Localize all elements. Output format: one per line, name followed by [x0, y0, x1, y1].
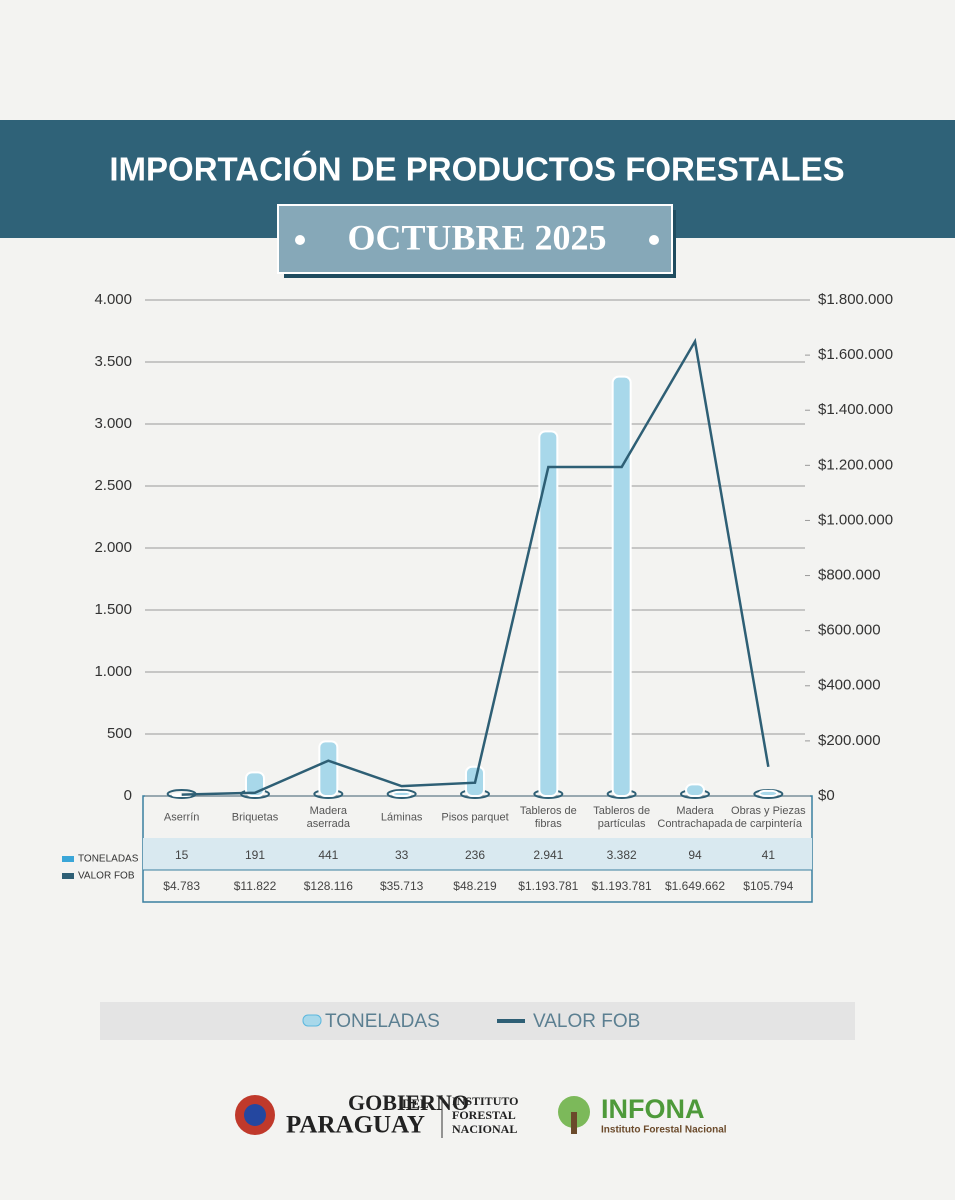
legend-band — [100, 1002, 855, 1040]
gov-line2: PARAGUAY — [286, 1112, 425, 1139]
table-legend-label: VALOR FOB — [78, 871, 135, 882]
institute: INSTITUTO FORESTAL NACIONAL — [452, 1094, 519, 1136]
table-cell: $48.219 — [453, 879, 497, 893]
y-tick-label: 1.500 — [94, 601, 132, 618]
category-label: Madera aserrada — [306, 805, 351, 830]
table-cell: $1.193.781 — [518, 879, 579, 893]
dot — [295, 235, 305, 245]
category-label: Aserrín — [163, 811, 200, 824]
category-label: Briquetas — [231, 811, 279, 824]
table-cell: 3.382 — [606, 848, 637, 862]
table-cell: 441 — [318, 848, 339, 862]
y2-tick-label: $1.800.000 — [818, 291, 893, 308]
category-label: Tableros de fibras — [519, 805, 577, 830]
title: IMPORTACIÓN DE PRODUCTOS FORESTALES — [109, 151, 844, 188]
gov-del: DEL — [402, 1096, 429, 1111]
legend-label: VALOR FOB — [533, 1011, 640, 1032]
y2-tick-label: $800.000 — [818, 567, 881, 584]
table-cell: $128.116 — [303, 879, 353, 893]
table-legend-swatch — [62, 856, 74, 862]
y-tick-label: 1.000 — [94, 663, 132, 680]
y2-tick-label: $1.200.000 — [818, 456, 893, 473]
table-cell: 191 — [244, 848, 266, 862]
table-legend-swatch — [62, 873, 74, 879]
y-tick-label: 500 — [107, 725, 132, 742]
bar — [318, 740, 339, 797]
category-label: Láminas — [380, 811, 423, 824]
table-cell: 15 — [174, 848, 189, 862]
table-cell: $35.713 — [379, 879, 424, 893]
category-label: Pisos parquet — [441, 811, 509, 824]
line — [181, 337, 770, 796]
gov-emblem-inner — [244, 1104, 266, 1126]
y-tick-label: 3.500 — [94, 353, 132, 370]
subtitle-box — [277, 204, 673, 274]
category-label: Obras y Piezas de carpintería — [731, 805, 806, 830]
y2-tick-label: $600.000 — [818, 622, 881, 639]
table-cell: $1.193.781 — [591, 879, 652, 893]
y-tick-label: 2.500 — [94, 477, 132, 494]
category-label: Madera Contrachapada — [657, 805, 733, 830]
infona-trunk — [571, 1112, 577, 1134]
bar — [758, 789, 779, 798]
y2-tick-label: $1.000.000 — [818, 511, 893, 528]
infona-name: INFONA — [601, 1094, 705, 1124]
subtitle: OCTUBRE 2025 — [347, 217, 606, 257]
category-label: Tableros de partículas — [593, 805, 651, 830]
table-cell: $11.822 — [233, 879, 277, 893]
bar — [685, 783, 705, 797]
bar — [611, 375, 632, 797]
table-row-bg — [143, 838, 812, 870]
y-tick-label: 3.000 — [94, 415, 132, 432]
y2-tick-label: $0 — [818, 787, 835, 804]
table-cell: $1.649.662 — [664, 879, 726, 893]
y2-tick-label: $400.000 — [818, 677, 881, 694]
dot — [649, 235, 659, 245]
y-tick-label: 2.000 — [94, 539, 132, 556]
bar — [391, 790, 412, 798]
table-cell: 236 — [464, 848, 486, 862]
infona-sub: Instituto Forestal Nacional — [601, 1125, 727, 1136]
table-cell: $105.794 — [743, 879, 794, 893]
table-cell: 33 — [394, 848, 409, 862]
table-cell: 2.941 — [533, 848, 564, 862]
table-cell: 41 — [761, 848, 775, 862]
table-cell: 94 — [688, 848, 702, 862]
y-tick-label: 0 — [124, 787, 132, 804]
table-legend-label: TONELADAS — [78, 854, 139, 865]
legend-label: TONELADAS — [325, 1011, 440, 1032]
legend-swatch — [302, 1014, 322, 1027]
gov-line1: GOBIERNO — [348, 1090, 469, 1115]
y2-tick-label: $1.600.000 — [818, 346, 893, 363]
bar — [538, 430, 559, 797]
table-cell: $4.783 — [163, 879, 200, 893]
y-tick-label: 4.000 — [94, 291, 132, 308]
y2-tick-label: $200.000 — [818, 732, 881, 749]
bar-base — [386, 789, 417, 799]
y2-tick-label: $1.400.000 — [818, 401, 893, 418]
